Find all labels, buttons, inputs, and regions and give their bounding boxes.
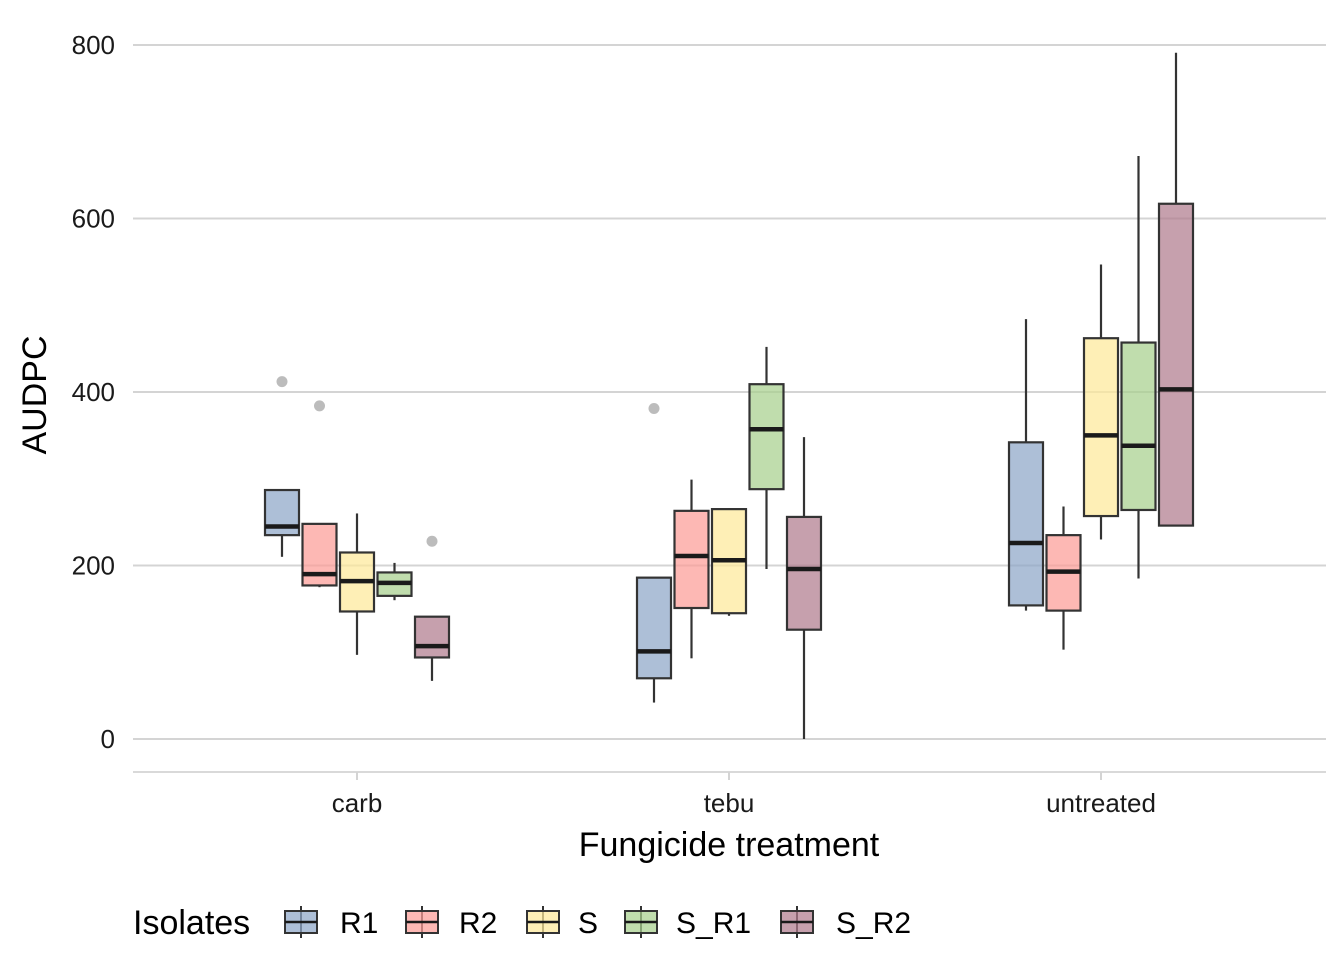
box-body xyxy=(748,383,785,491)
legend-label: R1 xyxy=(340,907,378,940)
box-body xyxy=(413,615,451,659)
outlier-point xyxy=(314,400,325,412)
box-body xyxy=(1120,341,1157,512)
box xyxy=(301,400,338,588)
series-s-r1 xyxy=(376,156,1157,601)
series-r1 xyxy=(263,319,1045,703)
legend-item: S_R1 xyxy=(624,906,751,940)
legend-label: S_R2 xyxy=(836,907,911,940)
box-series xyxy=(263,52,1195,739)
outlier-point xyxy=(276,376,288,388)
y-tick-label: 600 xyxy=(72,204,115,234)
y-axis-title: AUDPC xyxy=(16,335,54,454)
box xyxy=(1007,319,1045,611)
box-body xyxy=(1157,202,1195,527)
y-axis-ticks: 0 200 400 600 800 xyxy=(72,30,115,754)
legend-label: S_R1 xyxy=(676,907,751,940)
box xyxy=(748,346,785,569)
series-s-r2 xyxy=(413,52,1195,739)
legend-item: R1 xyxy=(284,906,378,940)
box xyxy=(338,513,376,655)
legend-title: Isolates xyxy=(133,904,250,942)
x-tick-label: untreated xyxy=(1046,788,1156,818)
box xyxy=(413,535,451,681)
x-tick-label: tebu xyxy=(704,788,755,818)
x-axis-title: Fungicide treatment xyxy=(579,826,880,864)
legend-items: R1 R2 S S_R1 S_R2 xyxy=(284,906,911,940)
x-axis-ticks: carb tebu untreated xyxy=(332,772,1156,818)
box-body xyxy=(1082,337,1120,518)
legend-label: R2 xyxy=(459,907,497,940)
outlier-point xyxy=(426,535,438,547)
box-body xyxy=(635,576,673,680)
box-body xyxy=(785,515,823,631)
box xyxy=(1120,156,1157,579)
box-body xyxy=(1007,441,1045,607)
box xyxy=(263,376,301,557)
y-tick-label: 0 xyxy=(101,724,115,754)
box xyxy=(1157,52,1195,527)
box xyxy=(1045,506,1082,650)
box xyxy=(785,437,823,739)
y-tick-label: 400 xyxy=(72,377,115,407)
series-r2 xyxy=(301,400,1082,659)
box xyxy=(376,562,413,601)
box xyxy=(1082,264,1120,540)
box xyxy=(635,402,673,703)
y-tick-label: 800 xyxy=(72,30,115,60)
box xyxy=(710,508,748,616)
legend-item: R2 xyxy=(405,906,497,940)
y-tick-label: 200 xyxy=(72,551,115,581)
legend-item: S_R2 xyxy=(780,906,911,940)
series-s xyxy=(338,264,1120,655)
box-body xyxy=(673,509,710,610)
legend-label: S xyxy=(578,907,598,940)
legend-item: S xyxy=(526,906,598,940)
outlier-point xyxy=(648,402,660,414)
legend: Isolates R1 R2 S S_R1 S_R2 xyxy=(133,904,911,942)
box xyxy=(673,479,710,659)
x-tick-label: carb xyxy=(332,788,383,818)
